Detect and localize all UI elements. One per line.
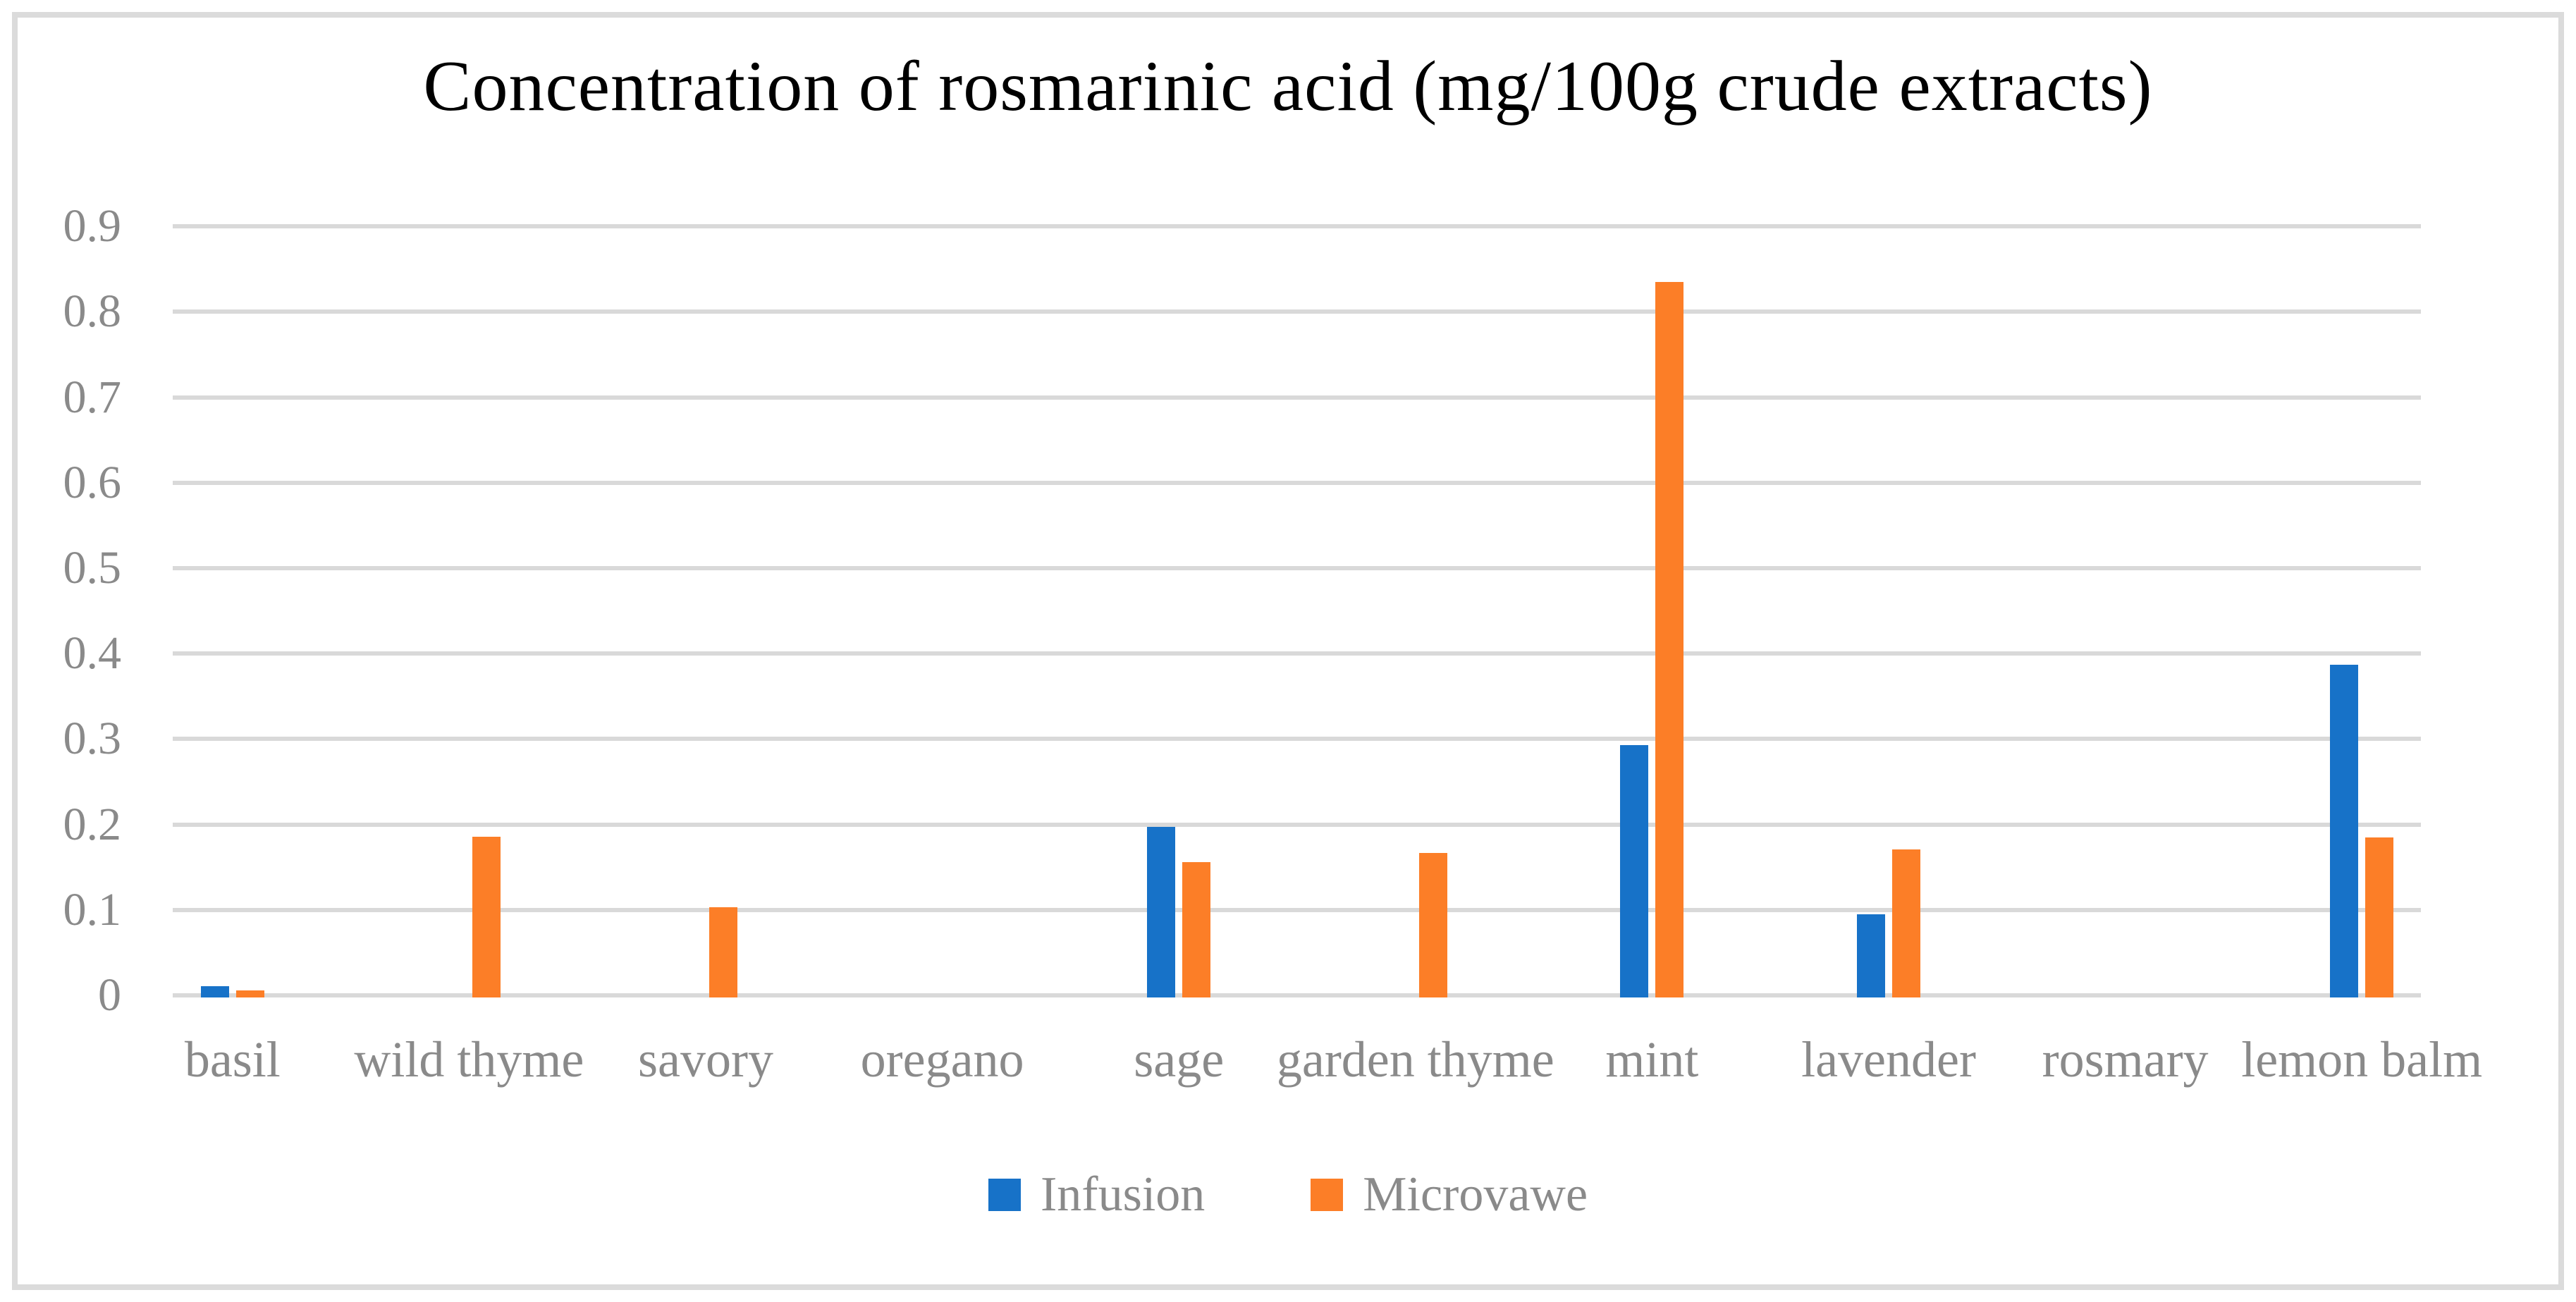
y-tick-label-0.1: 0.1	[63, 883, 122, 935]
bar-infusion-basil	[200, 985, 229, 997]
gridline-0.3	[173, 737, 2421, 742]
x-label-basil: basil	[184, 1031, 281, 1088]
legend-item-microvawe: Microvawe	[1311, 1163, 1588, 1227]
gridline-0.2	[173, 822, 2421, 827]
bar-microvawe-garden-thyme	[1418, 852, 1447, 997]
gridline-0	[173, 993, 2421, 997]
legend-label-microvawe: Microvawe	[1363, 1167, 1588, 1222]
bar-microvawe-sage	[1182, 861, 1211, 997]
gridline-0.5	[173, 566, 2421, 570]
bar-microvawe-lemon-balm	[2365, 837, 2394, 997]
gridline-0.7	[173, 395, 2421, 400]
y-tick-label-0: 0	[98, 969, 121, 1021]
y-tick-label-0.9: 0.9	[63, 200, 122, 252]
bar-infusion-lavender	[1857, 914, 1885, 997]
x-label-sage: sage	[1134, 1031, 1225, 1088]
chart-title: Concentration of rosmarinic acid (mg/100…	[423, 47, 2153, 126]
bar-microvawe-basil	[235, 990, 264, 997]
y-tick-label-0.4: 0.4	[63, 627, 122, 680]
x-label-garden-thyme: garden thyme	[1276, 1031, 1554, 1088]
bar-microvawe-savory	[709, 907, 737, 997]
legend-label-infusion: Infusion	[1040, 1167, 1206, 1222]
x-label-savory: savory	[638, 1031, 773, 1088]
gridline-0.1	[173, 907, 2421, 912]
legend-swatch-microvawe-icon	[1311, 1179, 1344, 1211]
y-tick-label-0.6: 0.6	[63, 456, 122, 508]
gridline-0.8	[173, 309, 2421, 314]
y-tick-label-0.7: 0.7	[63, 371, 122, 423]
bar-microvawe-wild-thyme	[472, 836, 501, 997]
legend-item-infusion: Infusion	[988, 1163, 1205, 1227]
x-label-oregano: oregano	[860, 1031, 1024, 1088]
bar-microvawe-lavender	[1892, 849, 1920, 997]
x-label-lemon-balm: lemon balm	[2241, 1031, 2483, 1088]
x-label-lavender: lavender	[1801, 1031, 1976, 1088]
legend: Infusion Microvawe	[0, 1163, 2576, 1227]
bar-infusion-mint	[1620, 744, 1649, 997]
y-tick-label-0.2: 0.2	[63, 798, 122, 850]
gridline-0.4	[173, 651, 2421, 656]
x-label-rosmary: rosmary	[2042, 1031, 2209, 1088]
gridline-0.6	[173, 480, 2421, 485]
x-label-mint: mint	[1605, 1031, 1699, 1088]
legend-swatch-infusion-icon	[988, 1179, 1021, 1211]
gridline-0.9	[173, 224, 2421, 229]
y-tick-label-0.8: 0.8	[63, 285, 122, 338]
x-label-wild-thyme: wild thyme	[354, 1031, 584, 1088]
bar-infusion-lemon-balm	[2330, 664, 2359, 997]
bar-microvawe-mint	[1655, 281, 1684, 997]
bar-infusion-sage	[1147, 827, 1176, 997]
y-tick-label-0.5: 0.5	[63, 542, 122, 594]
y-tick-label-0.3: 0.3	[63, 713, 122, 765]
chart-frame	[12, 12, 2564, 1290]
